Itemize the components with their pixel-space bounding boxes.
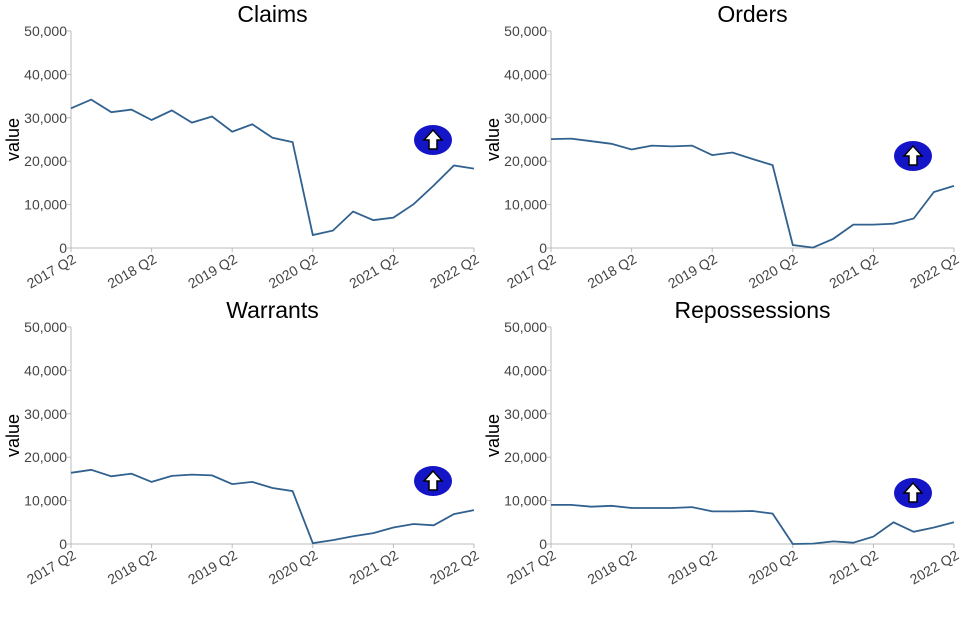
x-tick-label: 2022 Q2: [907, 547, 960, 588]
arrow-icon: [414, 125, 452, 155]
y-tick-label: 40,000: [504, 66, 547, 82]
x-tick-label: 2020 Q2: [746, 251, 801, 292]
y-axis-label: value: [483, 118, 503, 161]
x-tick-label: 2021 Q2: [826, 547, 881, 588]
arrow-icon: [894, 141, 932, 171]
chart-title: Warrants: [226, 297, 318, 323]
line: [70, 98, 475, 237]
y-tick-label: 20,000: [504, 153, 547, 169]
x-tick-label: 2018 Q2: [585, 547, 640, 588]
x-tick-label: 2020 Q2: [746, 547, 801, 588]
chart-title: Orders: [717, 1, 787, 27]
x-tick-label: 2020 Q2: [266, 547, 321, 588]
line: [551, 504, 955, 545]
line: [550, 137, 955, 249]
y-tick-label: 0: [59, 240, 67, 256]
y-tick-label: 50,000: [24, 23, 67, 39]
y-tick-label: 40,000: [24, 66, 67, 82]
line: [70, 468, 475, 545]
y-tick-label: 50,000: [24, 319, 67, 335]
x-tick-label: 2017 Q2: [24, 251, 79, 292]
x-tick-label: 2019 Q2: [185, 251, 240, 292]
x-tick-label: 2021 Q2: [346, 251, 401, 292]
arrow-shape: [422, 128, 444, 150]
y-tick-label: 30,000: [24, 406, 67, 422]
arrow-icon: [414, 466, 452, 496]
x-tick-label: 2022 Q2: [427, 547, 482, 588]
y-tick-label: 40,000: [24, 362, 67, 378]
y-tick-label: 20,000: [504, 449, 547, 465]
arrow-shape: [902, 481, 924, 503]
y-tick-label: 30,000: [504, 406, 547, 422]
chart-title: Repossessions: [675, 297, 831, 323]
arrow-shape: [902, 144, 924, 166]
y-tick-label: 40,000: [504, 362, 547, 378]
x-tick-label: 2021 Q2: [346, 547, 401, 588]
x-tick-label: 2018 Q2: [585, 251, 640, 292]
y-tick-label: 0: [539, 240, 547, 256]
y-tick-label: 0: [539, 536, 547, 552]
y-tick-label: 30,000: [504, 110, 547, 126]
y-tick-label: 0: [59, 536, 67, 552]
x-tick-label: 2022 Q2: [907, 251, 960, 292]
x-tick-label: 2022 Q2: [427, 251, 482, 292]
y-tick-label: 10,000: [24, 493, 67, 509]
x-tick-label: 2017 Q2: [504, 547, 559, 588]
x-tick-label: 2019 Q2: [665, 547, 720, 588]
y-tick-label: 10,000: [504, 197, 547, 213]
x-tick-label: 2018 Q2: [105, 251, 160, 292]
x-tick-label: 2018 Q2: [105, 547, 160, 588]
arrow-shape: [422, 469, 444, 491]
x-tick-label: 2019 Q2: [665, 251, 720, 292]
y-tick-label: 50,000: [504, 319, 547, 335]
y-tick-label: 30,000: [24, 110, 67, 126]
x-tick-label: 2020 Q2: [266, 251, 321, 292]
chart-title: Claims: [237, 1, 307, 27]
y-axis-label: value: [483, 414, 503, 457]
y-tick-label: 10,000: [24, 197, 67, 213]
y-tick-label: 20,000: [24, 153, 67, 169]
x-tick-label: 2021 Q2: [826, 251, 881, 292]
y-axis-label: value: [3, 414, 23, 457]
y-tick-label: 10,000: [504, 493, 547, 509]
x-tick-label: 2017 Q2: [504, 251, 559, 292]
y-tick-label: 20,000: [24, 449, 67, 465]
y-axis-label: value: [3, 118, 23, 161]
arrow-icon: [894, 478, 932, 508]
y-tick-label: 50,000: [504, 23, 547, 39]
x-tick-label: 2019 Q2: [185, 547, 240, 588]
x-tick-label: 2017 Q2: [24, 547, 79, 588]
